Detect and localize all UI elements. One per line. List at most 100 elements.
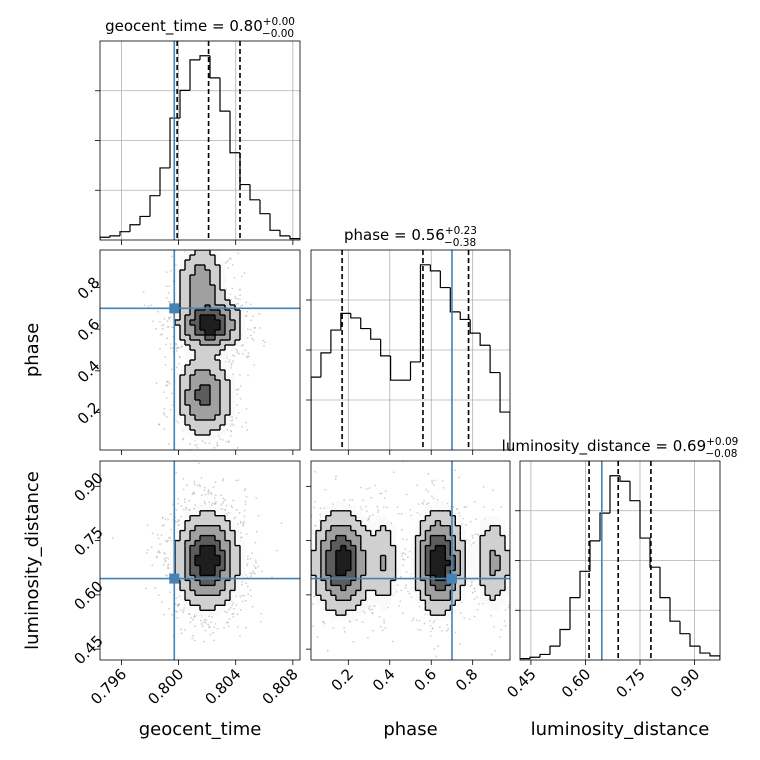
density-cell: [180, 330, 186, 336]
density-cell: [230, 335, 236, 341]
density-cell: [195, 610, 201, 616]
density-cell: [185, 420, 191, 426]
sample-point: [271, 576, 273, 579]
density-cell: [170, 560, 176, 566]
density-cells: [170, 250, 246, 441]
density-cell: [220, 280, 226, 286]
density-cell: [200, 390, 206, 396]
sample-point: [204, 442, 207, 445]
sample-point: [258, 312, 261, 315]
sample-point: [159, 241, 161, 243]
density-cell: [185, 415, 191, 421]
sample-point: [176, 347, 179, 350]
sample-point: [408, 550, 411, 553]
histogram-bin: [149, 195, 160, 217]
histogram-bin: [559, 628, 570, 647]
sample-point: [236, 508, 238, 511]
sample-point: [231, 506, 234, 509]
density-cell: [180, 570, 186, 576]
density-cells: [170, 505, 246, 616]
density-cell: [195, 315, 201, 321]
histogram-bin: [429, 264, 441, 272]
density-cell: [200, 255, 206, 261]
sample-point: [199, 619, 202, 622]
density-cell: [225, 525, 231, 531]
sample-point: [169, 300, 172, 303]
density-cell: [195, 510, 201, 517]
sample-point: [238, 288, 241, 291]
density-cell: [205, 280, 211, 286]
density-cell: [225, 515, 231, 521]
density-cell: [210, 425, 216, 431]
density-cell: [195, 290, 201, 296]
density-cell: [190, 565, 196, 571]
density-cell: [205, 510, 211, 517]
density-cell: [230, 340, 236, 346]
sample-point: [246, 310, 248, 313]
density-cell: [215, 345, 221, 351]
sample-point: [232, 615, 235, 618]
density-cell: [180, 525, 186, 531]
sample-point: [188, 508, 191, 511]
density-cell: [225, 320, 231, 326]
histogram-bin: [419, 264, 431, 362]
sample-point: [237, 626, 239, 628]
sample-point: [280, 522, 283, 524]
sample-point: [246, 562, 248, 565]
density-cell: [190, 360, 196, 366]
sample-point: [332, 503, 334, 506]
density-cell: [230, 375, 236, 381]
density-cell: [195, 545, 201, 551]
sample-point: [314, 500, 317, 503]
sample-point: [249, 571, 252, 574]
sample-point: [252, 572, 255, 574]
sample-point: [188, 451, 190, 453]
histogram-bin: [179, 89, 190, 119]
density-cell: [205, 325, 211, 331]
histogram-bin: [699, 646, 710, 654]
sample-point: [241, 353, 244, 355]
sample-point: [221, 439, 224, 441]
density-cell: [205, 555, 211, 561]
density-cell: [195, 280, 201, 286]
sample-point: [231, 264, 234, 266]
density-cell: [210, 255, 216, 261]
panel-title-minus: −0.08: [705, 448, 737, 460]
sample-point: [309, 570, 311, 572]
density-cell: [215, 365, 221, 371]
density-cell: [215, 295, 221, 301]
density-cell: [190, 380, 196, 386]
density-cell: [215, 390, 221, 396]
sample-point: [378, 492, 381, 495]
density-plot: [142, 241, 266, 453]
density-cell: [175, 300, 181, 306]
density-cell: [230, 385, 236, 391]
sample-point: [254, 541, 257, 544]
density-cell: [200, 350, 206, 356]
sample-point: [237, 412, 240, 414]
sample-point: [150, 304, 152, 306]
density-cell: [180, 550, 186, 556]
histogram-bin: [229, 111, 240, 154]
density-cell: [180, 390, 186, 396]
density-cell: [215, 255, 221, 261]
density-cell: [235, 325, 241, 331]
sample-point: [246, 555, 249, 558]
density-cell: [205, 605, 211, 611]
density-cell: [180, 385, 186, 391]
sample-point: [242, 344, 245, 346]
histogram-bin: [269, 213, 280, 231]
density-cell: [205, 335, 211, 341]
panel-title: phase = 0.56+0.23 −0.38: [344, 225, 477, 249]
sample-point: [182, 611, 184, 614]
sample-point: [184, 629, 186, 631]
density-cell: [215, 400, 221, 406]
sample-point: [155, 382, 158, 385]
density-cell: [200, 545, 206, 551]
density-cell: [190, 290, 196, 296]
density-cell: [195, 420, 201, 426]
density-cell: [210, 350, 216, 356]
sample-point: [178, 355, 181, 358]
density-cell: [170, 550, 176, 556]
density-cell: [210, 600, 216, 606]
